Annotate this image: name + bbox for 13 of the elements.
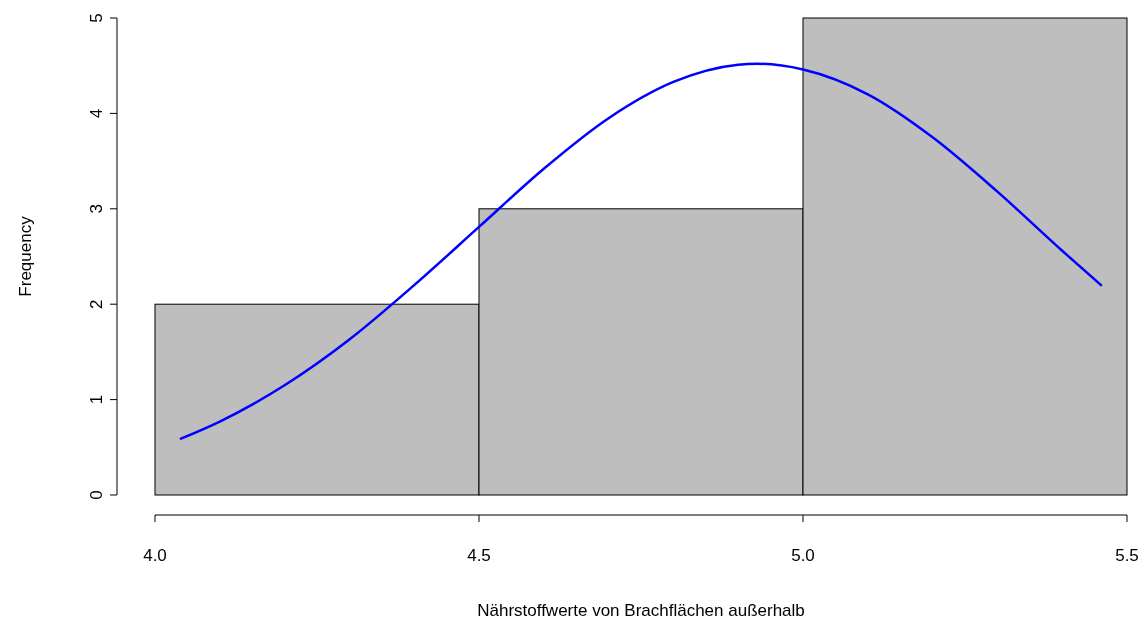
y-tick-label: 4 <box>87 108 106 119</box>
x-tick-label: 4.5 <box>467 546 491 565</box>
x-tick-label: 5.5 <box>1115 546 1139 565</box>
y-tick-label: 0 <box>87 490 106 500</box>
x-tick-label: 5.0 <box>791 546 815 565</box>
line-series <box>179 62 1103 440</box>
x-axis-title: Nährstoffwerte von Brachflächen außerhalb <box>477 601 805 620</box>
y-tick-label: 1 <box>87 394 106 405</box>
y-axis-title: Frequency <box>16 215 35 297</box>
x-tick-label: 4.0 <box>143 546 167 565</box>
y-tick-label: 3 <box>87 204 106 214</box>
y-tick-label: 5 <box>87 13 106 23</box>
y-tick-label: 2 <box>87 299 106 309</box>
